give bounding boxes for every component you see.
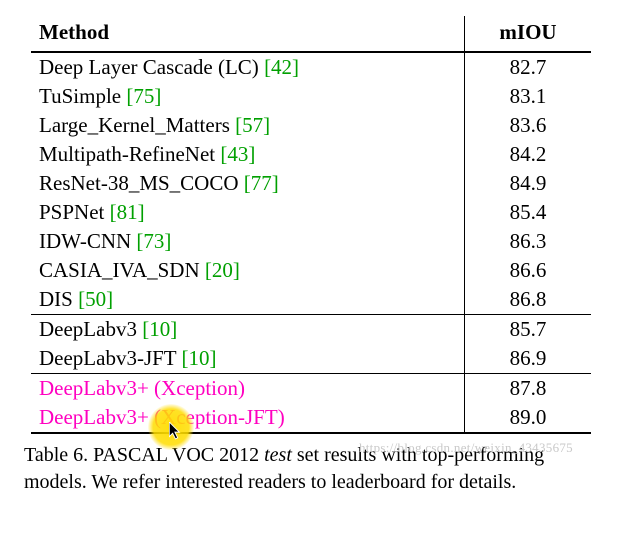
miou-cell: 86.8 <box>465 285 592 315</box>
method-name: ResNet-38_MS_COCO <box>39 171 244 195</box>
table-body: Deep Layer Cascade (LC) [42]82.7TuSimple… <box>31 52 591 433</box>
method-cell: DeepLabv3-JFT [10] <box>31 344 465 374</box>
miou-cell: 85.4 <box>465 198 592 227</box>
method-name: TuSimple <box>39 84 126 108</box>
method-cell: DIS [50] <box>31 285 465 315</box>
table-row: IDW-CNN [73]86.3 <box>31 227 591 256</box>
miou-cell: 84.9 <box>465 169 592 198</box>
miou-cell: 83.1 <box>465 82 592 111</box>
table-container: Method mIOU Deep Layer Cascade (LC) [42]… <box>31 16 591 434</box>
caption-prefix: Table 6. PASCAL VOC 2012 <box>24 444 264 466</box>
table-row: DeepLabv3-JFT [10]86.9 <box>31 344 591 374</box>
method-name: DeepLabv3-JFT <box>39 346 182 370</box>
citation: [77] <box>244 171 279 195</box>
col-header-miou: mIOU <box>465 16 592 52</box>
method-name: Large_Kernel_Matters <box>39 113 235 137</box>
method-name: PSPNet <box>39 200 110 224</box>
miou-cell: 86.9 <box>465 344 592 374</box>
citation: [10] <box>182 346 217 370</box>
method-name: Deep Layer Cascade (LC) <box>39 55 264 79</box>
table-row: DeepLabv3+ (Xception) 87.8 <box>31 374 591 404</box>
citation: [20] <box>205 258 240 282</box>
table-row: Multipath-RefineNet [43]84.2 <box>31 140 591 169</box>
method-cell: DeepLabv3+ (Xception) <box>31 374 465 404</box>
method-cell: Deep Layer Cascade (LC) [42] <box>31 52 465 82</box>
citation: [10] <box>142 317 177 341</box>
miou-cell: 86.6 <box>465 256 592 285</box>
method-cell: CASIA_IVA_SDN [20] <box>31 256 465 285</box>
miou-cell: 85.7 <box>465 315 592 345</box>
method-name: DeepLabv3+ (Xception-JFT) <box>39 405 285 429</box>
citation: [43] <box>220 142 255 166</box>
miou-cell: 83.6 <box>465 111 592 140</box>
table-row: DeepLabv3+ (Xception-JFT) 89.0 <box>31 403 591 433</box>
table-row: DIS [50]86.8 <box>31 285 591 315</box>
method-name: DeepLabv3+ (Xception) <box>39 376 245 400</box>
table-row: CASIA_IVA_SDN [20]86.6 <box>31 256 591 285</box>
method-cell: Large_Kernel_Matters [57] <box>31 111 465 140</box>
miou-cell: 84.2 <box>465 140 592 169</box>
table-row: DeepLabv3 [10]85.7 <box>31 315 591 345</box>
method-cell: IDW-CNN [73] <box>31 227 465 256</box>
citation: [73] <box>136 229 171 253</box>
method-cell: TuSimple [75] <box>31 82 465 111</box>
caption-italic: test <box>264 444 292 466</box>
results-table: Method mIOU Deep Layer Cascade (LC) [42]… <box>31 16 591 434</box>
table-row: TuSimple [75]83.1 <box>31 82 591 111</box>
method-cell: DeepLabv3 [10] <box>31 315 465 345</box>
method-cell: PSPNet [81] <box>31 198 465 227</box>
citation: [81] <box>110 200 145 224</box>
method-cell: Multipath-RefineNet [43] <box>31 140 465 169</box>
citation: [50] <box>78 287 113 311</box>
method-name: Multipath-RefineNet <box>39 142 220 166</box>
citation: [57] <box>235 113 270 137</box>
citation: [42] <box>264 55 299 79</box>
method-name: CASIA_IVA_SDN <box>39 258 205 282</box>
miou-cell: 82.7 <box>465 52 592 82</box>
watermark-text: https://blog.csdn.net/weixin_43435675 <box>359 440 573 456</box>
table-row: Deep Layer Cascade (LC) [42]82.7 <box>31 52 591 82</box>
citation: [75] <box>126 84 161 108</box>
method-name: DeepLabv3 <box>39 317 142 341</box>
col-header-method: Method <box>31 16 465 52</box>
miou-cell: 86.3 <box>465 227 592 256</box>
miou-cell: 87.8 <box>465 374 592 404</box>
miou-cell: 89.0 <box>465 403 592 433</box>
method-cell: DeepLabv3+ (Xception-JFT) <box>31 403 465 433</box>
table-row: ResNet-38_MS_COCO [77]84.9 <box>31 169 591 198</box>
table-row: PSPNet [81]85.4 <box>31 198 591 227</box>
method-name: IDW-CNN <box>39 229 136 253</box>
method-cell: ResNet-38_MS_COCO [77] <box>31 169 465 198</box>
table-row: Large_Kernel_Matters [57]83.6 <box>31 111 591 140</box>
method-name: DIS <box>39 287 78 311</box>
